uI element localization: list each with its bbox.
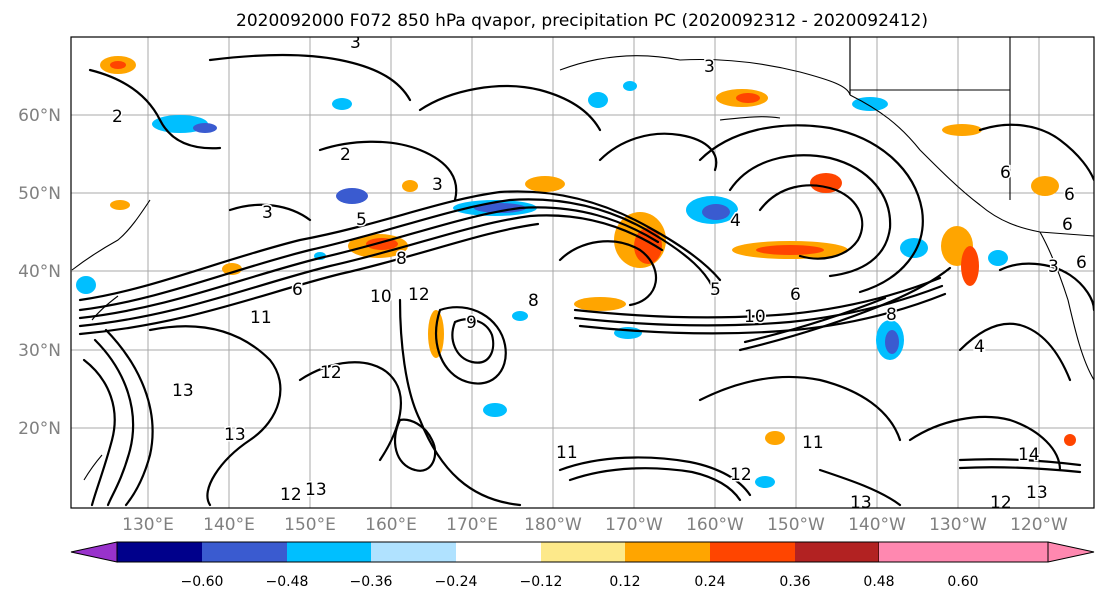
contour-label: 12 [408, 285, 430, 305]
lon-label: 130°E [122, 515, 174, 535]
contour-label: 5 [356, 210, 367, 230]
contour-label: 13 [850, 493, 872, 513]
lon-label: 160°W [686, 515, 744, 535]
map-area: 3 3 2 2 3 5 8 6 10 12 11 12 13 13 12 13 … [71, 33, 1094, 513]
contour-label: 6 [1076, 253, 1087, 273]
contour-label: 4 [974, 337, 985, 357]
lon-label: 130°W [929, 515, 987, 535]
contour-label: 6 [790, 285, 801, 305]
contour-label: 11 [556, 443, 578, 463]
lat-label: 20°N [18, 419, 61, 439]
lon-label: 160°E [365, 515, 417, 535]
contour-label: 3 [704, 57, 715, 77]
colorbar-bin [541, 542, 625, 562]
colorbar-bin [795, 542, 879, 562]
contour-label: 6 [292, 280, 303, 300]
colorbar-tick: −0.24 [435, 574, 478, 590]
contour-label: 2 [112, 107, 123, 127]
contour-label: 3 [262, 203, 273, 223]
lon-label: 140°E [203, 515, 255, 535]
contour-label: 6 [1000, 163, 1011, 183]
contour-label: 2 [340, 145, 351, 165]
contour-label: 5 [710, 280, 721, 300]
contour-label: 6 [1062, 215, 1073, 235]
colorbar-bin [287, 542, 371, 562]
map-title: 2020092000 F072 850 hPa qvapor, precipit… [236, 11, 928, 31]
lat-label: 50°N [18, 184, 61, 204]
contour-label: 8 [528, 291, 539, 311]
lat-label: 30°N [18, 341, 61, 361]
contour-label: 4 [730, 211, 741, 231]
contour-label: 10 [370, 287, 392, 307]
map-frame [70, 36, 1095, 509]
colorbar-tick: 0.24 [694, 574, 725, 590]
colorbar-tick: 0.60 [947, 574, 978, 590]
contour-label: 14 [1018, 445, 1040, 465]
contour-label: 8 [396, 249, 407, 269]
colorbar-extend-left [70, 541, 118, 563]
colorbar-tick: −0.12 [520, 574, 563, 590]
lon-label: 120°W [1010, 515, 1068, 535]
colorbar-tick: −0.60 [181, 574, 224, 590]
contour-label: 13 [224, 425, 246, 445]
lat-label: 40°N [18, 262, 61, 282]
lon-label: 170°E [446, 515, 498, 535]
contour-label: 3 [1048, 257, 1059, 277]
contour-label: 13 [172, 381, 194, 401]
lon-label: 170°W [605, 515, 663, 535]
colorbar-bin [879, 542, 963, 562]
colorbar-tick: 0.12 [609, 574, 640, 590]
longitude-labels: 130°E 140°E 150°E 160°E 170°E 180°W 170°… [122, 515, 1068, 535]
colorbar-bin [202, 542, 287, 562]
contour-labels: 3 3 2 2 3 5 8 6 10 12 11 12 13 13 12 13 … [111, 33, 1089, 513]
lat-label: 60°N [18, 106, 61, 126]
coastlines [71, 37, 1094, 481]
lon-label: 180°W [524, 515, 582, 535]
lon-label: 150°W [767, 515, 825, 535]
contour-label: 10 [744, 307, 766, 327]
contour-label: 3 [350, 33, 361, 53]
contour-label: 8 [886, 305, 897, 325]
contour-label: 11 [802, 433, 824, 453]
gridlines [71, 37, 1094, 508]
colorbar-bin [371, 542, 456, 562]
contour-label: 12 [990, 493, 1012, 513]
lon-label: 150°E [284, 515, 336, 535]
contour-label: 13 [305, 480, 327, 500]
colorbar-tick: −0.48 [266, 574, 309, 590]
colorbar-tick: −0.36 [350, 574, 393, 590]
contour-label: 3 [432, 175, 443, 195]
lon-label: 140°W [848, 515, 906, 535]
contour-label: 11 [250, 308, 272, 328]
contour-label: 6 [1064, 185, 1075, 205]
colorbar-tick: 0.48 [863, 574, 894, 590]
contour-label: 12 [730, 465, 752, 485]
colorbar-bin [710, 542, 795, 562]
contour-label: 9 [466, 313, 477, 333]
colorbar-bin [117, 542, 202, 562]
contour-label: 12 [280, 485, 302, 505]
colorbar-bin [456, 542, 541, 562]
contour-label: 13 [1026, 483, 1048, 503]
colorbar-bin [625, 542, 710, 562]
colorbar-tick: 0.36 [779, 574, 810, 590]
qvapor-contours [78, 53, 1094, 507]
contour-label: 12 [320, 363, 342, 383]
latitude-labels: 60°N 50°N 40°N 30°N 20°N [18, 106, 61, 439]
colorbar: −0.60 −0.48 −0.36 −0.24 −0.12 0.12 0.24 … [70, 541, 1095, 590]
